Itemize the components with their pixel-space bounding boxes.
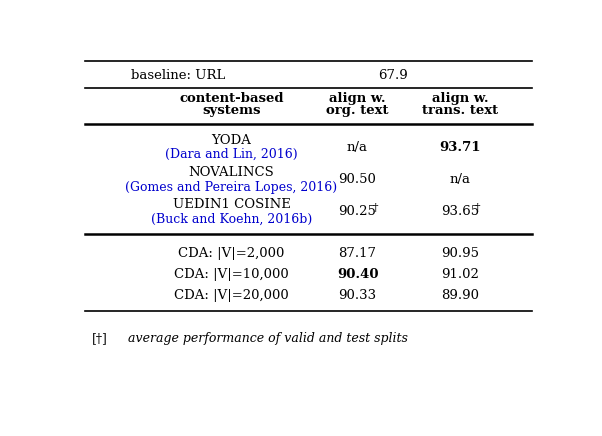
Text: (Buck and Koehn, 2016b): (Buck and Koehn, 2016b) [151,213,312,226]
Text: baseline: URL: baseline: URL [131,68,225,82]
Text: 89.90: 89.90 [441,289,479,302]
Text: 87.17: 87.17 [338,247,376,260]
Text: NOVALINCS: NOVALINCS [188,166,275,179]
Text: UEDIN1 COSINE: UEDIN1 COSINE [173,198,291,211]
Text: †: † [475,203,480,213]
Text: align w.: align w. [329,92,386,105]
Text: †: † [373,203,378,213]
Text: (Gomes and Pereira Lopes, 2016): (Gomes and Pereira Lopes, 2016) [125,181,338,194]
Text: trans. text: trans. text [422,104,498,116]
Text: YODA: YODA [212,134,252,147]
Text: align w.: align w. [432,92,488,105]
Text: 90.50: 90.50 [338,173,376,186]
Text: 90.33: 90.33 [338,289,377,302]
Text: [†]: [†] [92,332,107,345]
Text: (Dara and Lin, 2016): (Dara and Lin, 2016) [165,148,298,161]
Text: content-based: content-based [179,92,284,105]
Text: 90.40: 90.40 [337,268,378,281]
Text: 93.65: 93.65 [441,205,479,218]
Text: n/a: n/a [347,141,368,154]
Text: 91.02: 91.02 [441,268,479,281]
Text: 90.25: 90.25 [338,205,376,218]
Text: 90.95: 90.95 [441,247,479,260]
Text: 67.9: 67.9 [377,68,408,82]
Text: 93.71: 93.71 [439,141,481,154]
Text: CDA: |V|=10,000: CDA: |V|=10,000 [174,268,289,281]
Text: average performance of valid and test splits: average performance of valid and test sp… [124,332,408,345]
Text: org. text: org. text [326,104,389,116]
Text: systems: systems [202,104,261,116]
Text: CDA: |V|=2,000: CDA: |V|=2,000 [178,247,285,260]
Text: CDA: |V|=20,000: CDA: |V|=20,000 [174,289,289,302]
Text: n/a: n/a [450,173,471,186]
